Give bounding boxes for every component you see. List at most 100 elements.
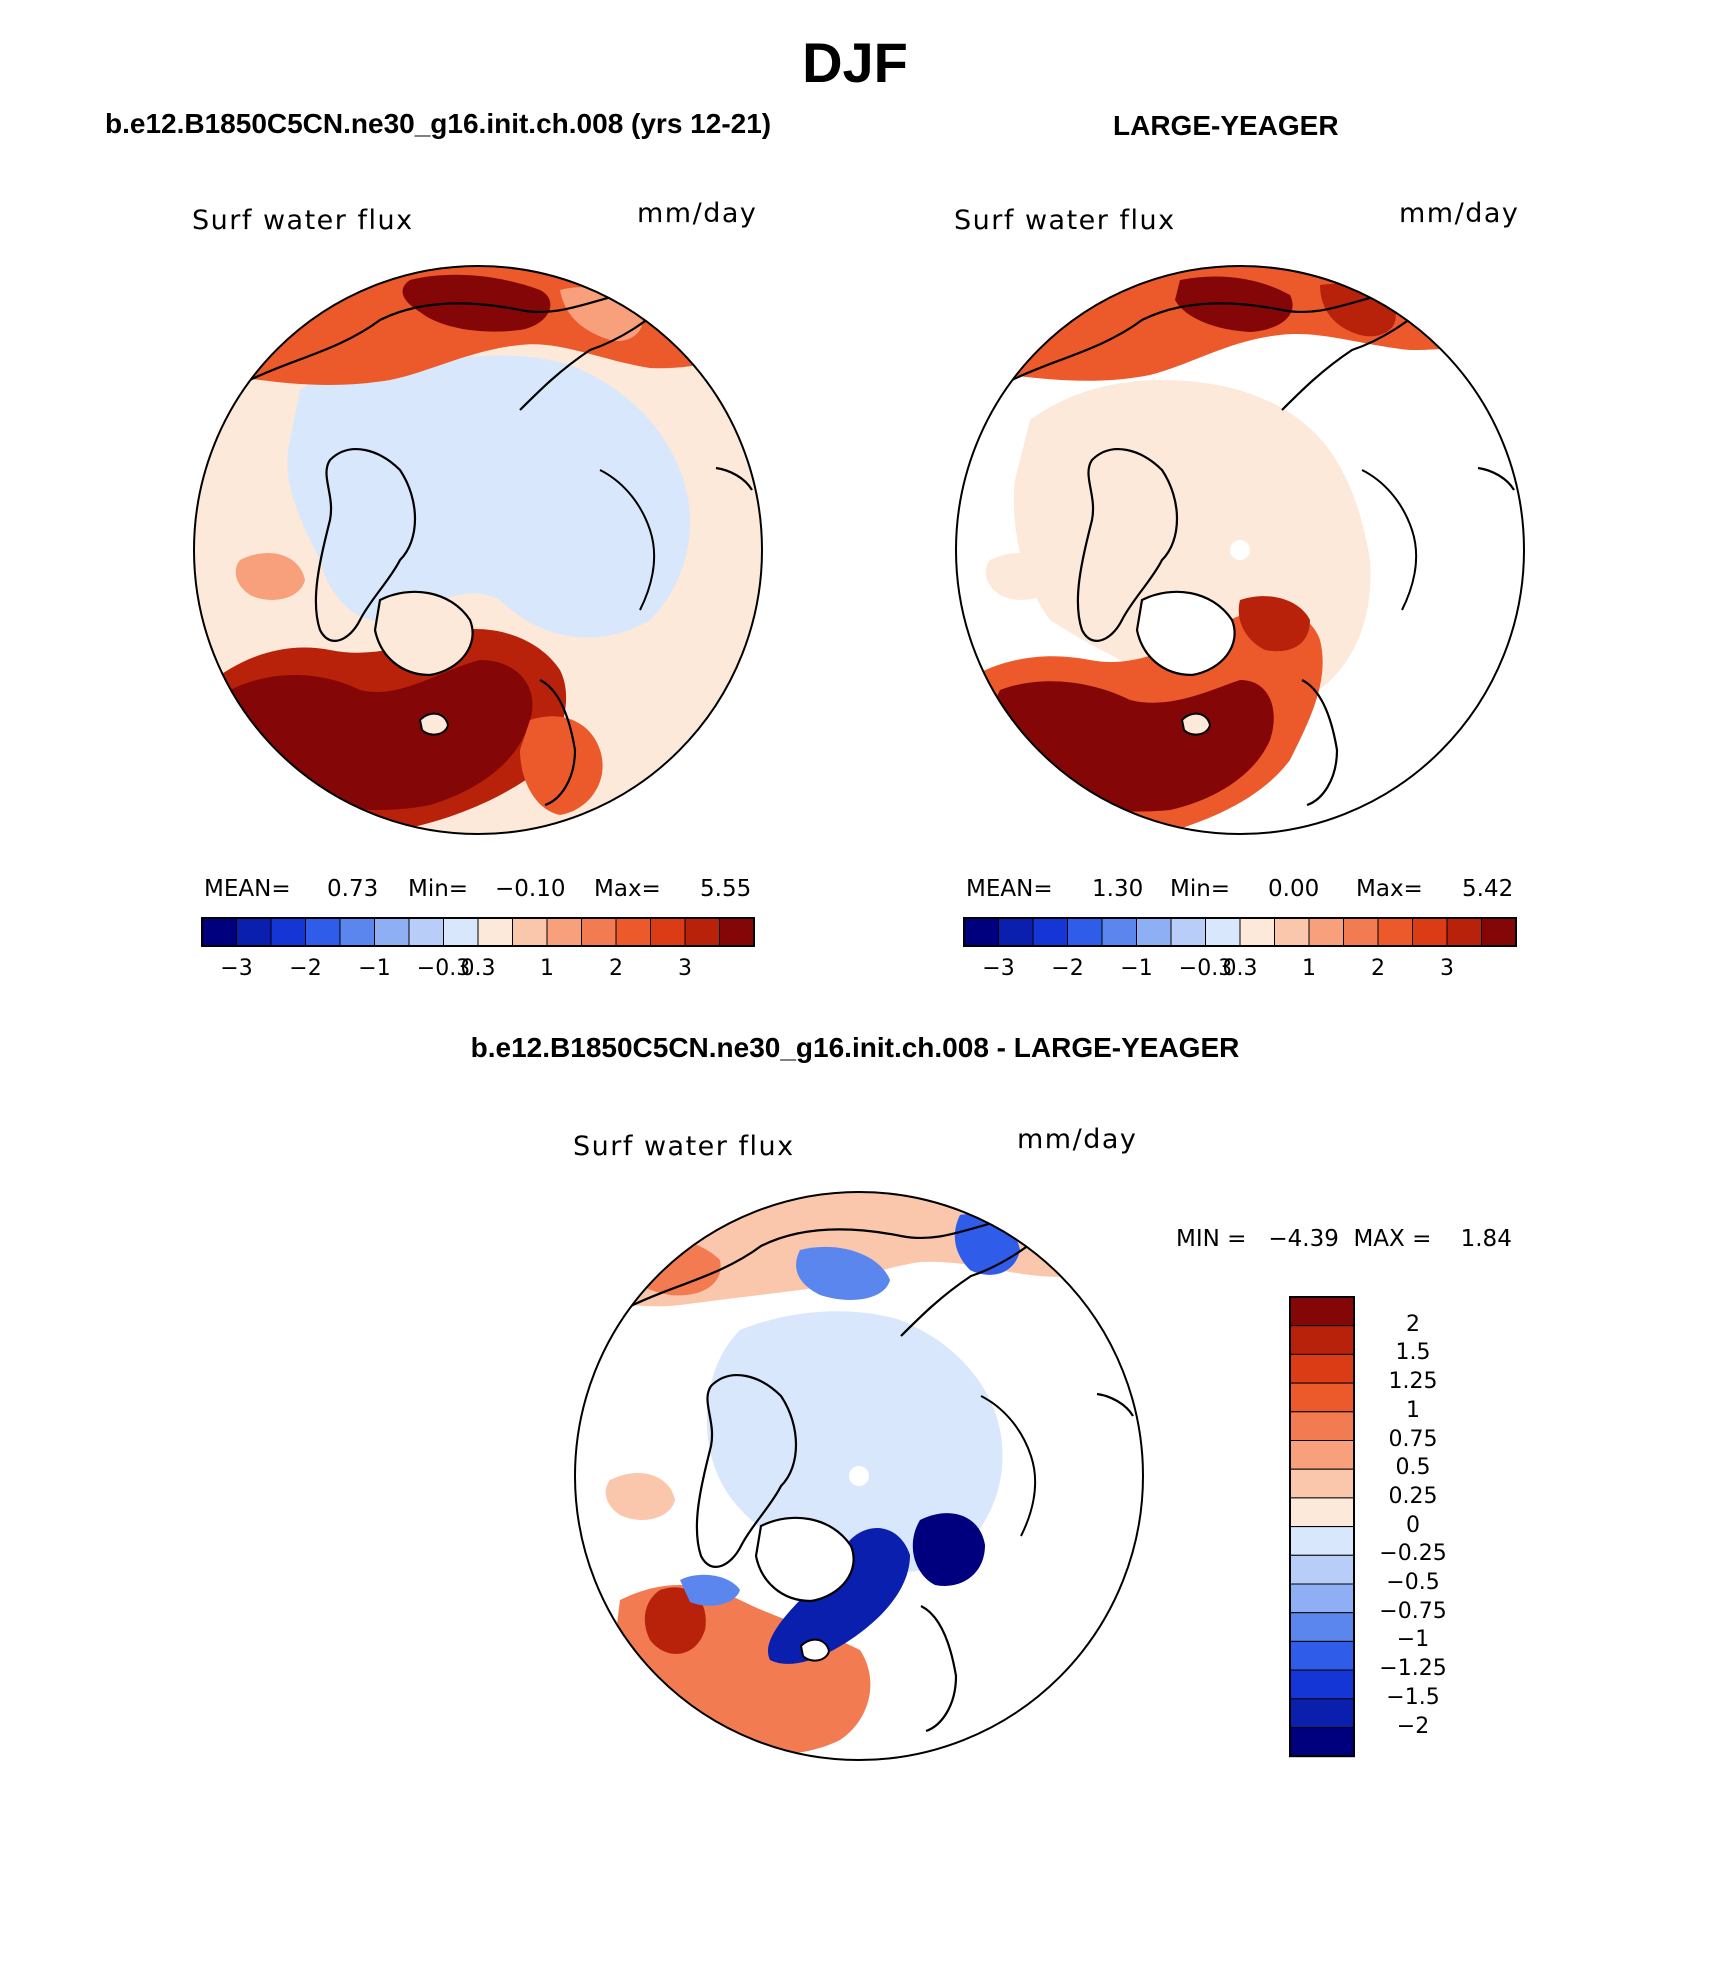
difference-colorbar-outline xyxy=(1289,1296,1355,1758)
difference-colorbar-level-label: −1.25 xyxy=(1379,1656,1447,1682)
difference-polar-map xyxy=(574,1191,1144,1761)
panel-1-colorbar-box xyxy=(546,917,582,947)
panel-2-colorbar xyxy=(963,917,1517,947)
panel-2-variable-label: Surf water flux xyxy=(954,205,1176,236)
difference-colorbar-level-label: 0 xyxy=(1406,1512,1420,1538)
difference-units-label: mm/day xyxy=(1017,1124,1138,1155)
difference-colorbar-level-label: 0.75 xyxy=(1388,1426,1438,1452)
panel-1-max-value: 5.55 xyxy=(700,876,752,902)
panel-2-colorbar-box xyxy=(998,917,1034,947)
panel-1-colorbar-box xyxy=(339,917,375,947)
aleutian-coastline xyxy=(715,466,753,491)
panel-2-colorbar-tick-label: 2 xyxy=(1371,956,1385,981)
difference-map-boundary xyxy=(574,1191,1144,1761)
panel-2-colorbar-box xyxy=(1170,917,1206,947)
aleutian-coastline xyxy=(1096,1392,1134,1417)
difference-colorbar-box xyxy=(1289,1698,1355,1729)
difference-colorbar-box xyxy=(1289,1296,1355,1327)
eurasia-coastline xyxy=(249,288,673,411)
difference-title: b.e12.B1850C5CN.ne30_g16.init.ch.008 - L… xyxy=(470,1032,1240,1063)
difference-colorbar-box xyxy=(1289,1411,1355,1442)
panel-2-colorbar-tick-label: −3 xyxy=(982,956,1015,981)
difference-colorbar-level-label: −0.5 xyxy=(1386,1570,1440,1595)
panel-2-colorbar-box xyxy=(1101,917,1137,947)
eurasia-coastline xyxy=(1011,288,1435,411)
difference-colorbar-box xyxy=(1289,1325,1355,1355)
panel-2-colorbar-box xyxy=(1032,917,1068,947)
panel-2-colorbar-box xyxy=(1239,917,1275,947)
panel-2-polar-map xyxy=(955,265,1525,835)
panel-2-colorbar-tick-label: 0.3 xyxy=(1222,956,1258,981)
panel-1-colorbar-tick-label: 3 xyxy=(678,956,692,981)
panel-2-colorbar-box xyxy=(1446,917,1482,947)
panel-1-colorbar-box xyxy=(581,917,617,947)
difference-colorbar-box xyxy=(1289,1526,1355,1556)
iceland-coastline xyxy=(418,712,450,736)
canadian-archipelago-coastline xyxy=(695,1374,797,1568)
figure-title: DJF xyxy=(802,31,908,94)
greenland-sea-blue-patch xyxy=(680,1574,740,1606)
panel-1-case-title: b.e12.B1850C5CN.ne30_g16.init.ch.008 (yr… xyxy=(105,108,772,139)
aleutian-coastline xyxy=(1477,466,1515,491)
canadian-archipelago-coastline xyxy=(1076,448,1178,642)
difference-colorbar-level-label: 1.25 xyxy=(1388,1369,1438,1395)
bering-blue-patch xyxy=(796,1246,890,1300)
panel-2-colorbar-tick-label: 1 xyxy=(1302,956,1316,981)
siberia-coastline xyxy=(599,469,656,611)
scandinavia-coastline xyxy=(539,679,577,807)
difference-colorbar-box xyxy=(1289,1468,1355,1499)
panel-2-map-boundary xyxy=(955,265,1525,835)
difference-colorbar-level-label: −1.5 xyxy=(1386,1684,1440,1710)
panel-2-colorbar-outline xyxy=(963,917,1517,947)
panel-2-min-value: 0.00 xyxy=(1268,876,1320,902)
panel-1-colorbar-tick-label: 1 xyxy=(540,956,554,981)
difference-colorbar xyxy=(1289,1296,1355,1758)
difference-min-max: MIN = −4.39 MAX = 1.84 xyxy=(1176,1226,1512,1252)
panel-2-colorbar-box xyxy=(1377,917,1413,947)
difference-colorbar-box xyxy=(1289,1353,1355,1384)
panel-2-colorbar-tick-label: −2 xyxy=(1051,956,1084,981)
panel-2-mean-label: MEAN= xyxy=(966,876,1053,902)
labrador-patch xyxy=(605,1472,675,1520)
difference-colorbar-box xyxy=(1289,1382,1355,1413)
panel-1-colorbar-box xyxy=(719,917,755,947)
north-atlantic-max-region xyxy=(227,660,533,810)
panel-1-colorbar-box xyxy=(615,917,651,947)
siberia-coastline xyxy=(1361,469,1418,611)
difference-colorbar-level-label: −1 xyxy=(1396,1627,1430,1653)
difference-colorbar-level-label: 1 xyxy=(1406,1397,1420,1423)
difference-colorbar-box xyxy=(1289,1669,1355,1700)
difference-colorbar-level-label: 0.25 xyxy=(1388,1483,1438,1509)
greenland-coastline xyxy=(373,590,474,677)
panel-1-colorbar-box xyxy=(477,917,513,947)
panel-2-colorbar-box xyxy=(1136,917,1172,947)
labrador-patch xyxy=(985,552,1055,600)
difference-colorbar-box xyxy=(1289,1583,1355,1614)
panel-2-units-label: mm/day xyxy=(1399,198,1520,229)
arctic-ocean-field xyxy=(287,355,690,638)
iceland-coastline xyxy=(799,1638,831,1662)
panel-1-colorbar-box xyxy=(305,917,341,947)
panel-2-mean-value: 1.30 xyxy=(1092,876,1144,902)
difference-colorbar-box xyxy=(1289,1497,1355,1528)
arctic-ocean-field xyxy=(706,1311,1003,1574)
barents-dark-patch xyxy=(1238,596,1310,652)
panel-1-colorbar-box xyxy=(443,917,479,947)
panel-2-colorbar-tick-label: −0.3 xyxy=(1178,956,1233,981)
norwegian-sea-patch xyxy=(520,716,603,815)
panel-2-colorbar-box xyxy=(1343,917,1379,947)
kara-strong-negative-region xyxy=(912,1513,985,1586)
panel-2-max-value: 5.42 xyxy=(1462,876,1514,902)
difference-colorbar-box xyxy=(1289,1612,1355,1642)
panel-1-colorbar-outline xyxy=(201,917,755,947)
difference-colorbar-level-label: 2 xyxy=(1406,1311,1420,1337)
panel-2-colorbar-tick-label: −1 xyxy=(1120,956,1153,981)
pole-gap xyxy=(1230,540,1250,560)
panel-1-colorbar-tick-label: −2 xyxy=(289,956,322,981)
panel-1-colorbar-box xyxy=(236,917,272,947)
panel-1-polar-map xyxy=(193,265,763,835)
panel-2-colorbar-tick-label: 3 xyxy=(1440,956,1454,981)
panel-1-colorbar-box xyxy=(650,917,686,947)
difference-variable-label: Surf water flux xyxy=(573,1131,795,1162)
canadian-archipelago-coastline xyxy=(314,448,416,642)
